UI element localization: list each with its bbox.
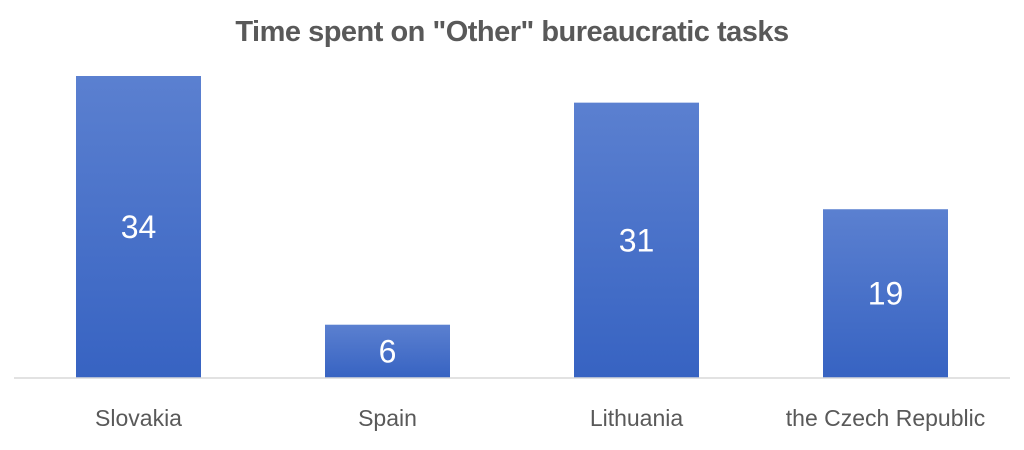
x-tick-label: Lithuania — [590, 405, 684, 431]
bar-value-label: 31 — [619, 222, 655, 258]
x-tick-label: Slovakia — [95, 405, 182, 431]
x-tick-label: Spain — [358, 405, 417, 431]
bar-value-label: 19 — [868, 276, 904, 312]
bar-spain — [325, 324, 450, 378]
chart-title: Time spent on "Other" bureaucratic tasks — [235, 16, 789, 48]
x-tick-label: the Czech Republic — [786, 405, 985, 431]
bars-group: 34 6 31 19 — [76, 76, 948, 378]
bar-value-label: 6 — [379, 333, 397, 369]
bar-value-label: 34 — [121, 209, 157, 245]
bar-lithuania — [574, 102, 699, 378]
bar-the-czech-republic — [823, 209, 948, 378]
x-tick-labels: Slovakia Spain Lithuania the Czech Republic — [95, 405, 985, 431]
bar-slovakia — [76, 76, 201, 378]
